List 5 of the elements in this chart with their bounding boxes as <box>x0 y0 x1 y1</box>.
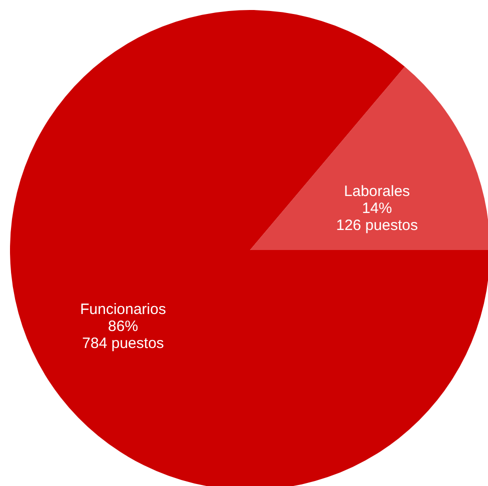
data-label: 14% 126 puestos <box>336 200 418 234</box>
pie-slice <box>250 66 488 250</box>
slice-label: Funcionarios <box>80 300 166 318</box>
slice-label: Laborales <box>344 183 410 200</box>
data-label: 86% 784 puestos <box>82 318 164 352</box>
